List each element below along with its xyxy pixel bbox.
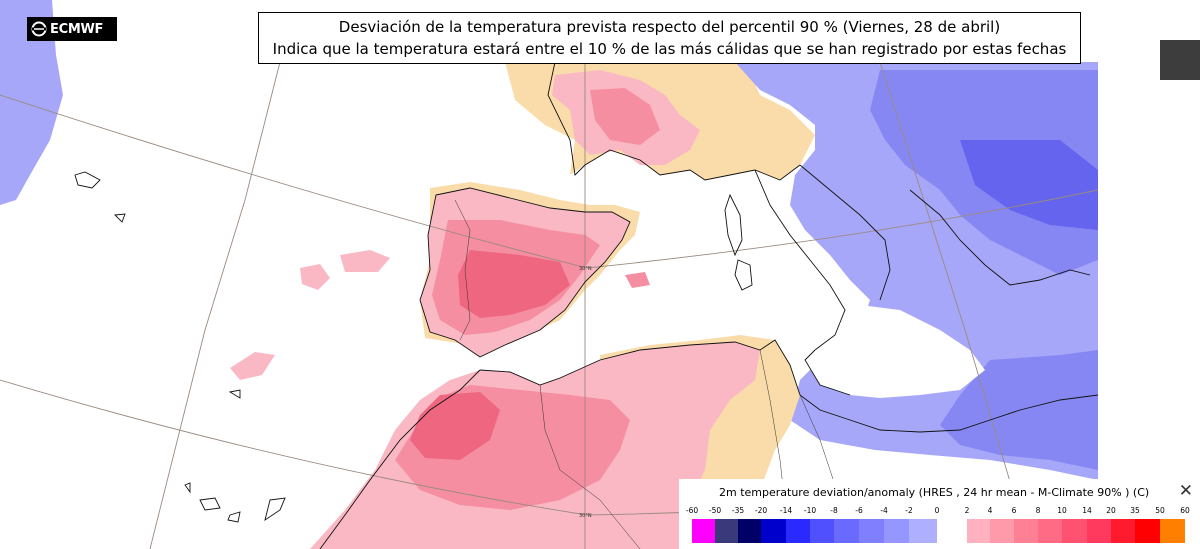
legend-swatch xyxy=(967,519,990,543)
legend-tick-label: 14 xyxy=(1082,506,1092,515)
legend-swatch xyxy=(761,519,786,543)
legend-swatch xyxy=(1014,519,1038,543)
color-legend: 2m temperature deviation/anomaly (HRES ,… xyxy=(679,479,1200,549)
legend-tick-label: -14 xyxy=(779,506,793,515)
legend-swatches xyxy=(679,519,1200,543)
warm-patch-balearic xyxy=(625,272,650,288)
legend-ticks: -60 -50 -35 -20 -14 -10 -8 -6 -4 -2 0 2 4 6 8 10 14 20 35 5… xyxy=(679,506,1200,520)
legend-tick-label: -35 xyxy=(731,506,745,515)
warm-anomaly-morocco-hot xyxy=(410,392,500,460)
legend-tick-label: -4 xyxy=(880,506,888,515)
legend-tick-label: -50 xyxy=(708,506,722,515)
legend-tick-label: -6 xyxy=(855,506,863,515)
legend-tick-label: -8 xyxy=(830,506,838,515)
legend-swatch xyxy=(909,519,937,543)
legend-swatch xyxy=(1160,519,1185,543)
legend-tick-label: 8 xyxy=(1035,506,1041,515)
legend-swatch xyxy=(1038,519,1062,543)
legend-swatch xyxy=(715,519,738,543)
warm-patch-atlantic-2 xyxy=(340,250,390,272)
side-panel-block[interactable] xyxy=(1160,40,1200,80)
legend-swatch xyxy=(1111,519,1135,543)
cold-anomaly-aegean-core xyxy=(960,140,1098,230)
central-med-sea xyxy=(805,305,985,398)
cold-anomaly-atlantic-nw xyxy=(0,0,63,205)
legend-tick-label: 2 xyxy=(964,506,970,515)
legend-swatch xyxy=(738,519,761,543)
warm-patch-atlantic-3 xyxy=(230,352,275,380)
title-box: Desviación de la temperatura prevista re… xyxy=(258,12,1081,64)
legend-tick-label: -10 xyxy=(803,506,817,515)
temperature-anomaly-map: 30°N 30°N xyxy=(0,0,1098,549)
legend-tick-label: 10 xyxy=(1057,506,1067,515)
legend-swatch xyxy=(834,519,859,543)
legend-swatch xyxy=(1135,519,1160,543)
legend-tick-label: 35 xyxy=(1130,506,1140,515)
legend-tick-label: 60 xyxy=(1180,506,1190,515)
legend-tick-label: -2 xyxy=(905,506,913,515)
legend-tick-label: 50 xyxy=(1155,506,1165,515)
warm-patch-atlantic-1 xyxy=(300,264,330,290)
title-line-1: Desviación de la temperatura prevista re… xyxy=(338,18,1001,36)
legend-tick-label: -60 xyxy=(685,506,699,515)
gridline-label-30n-upper: 30°N xyxy=(579,266,592,272)
legend-swatch xyxy=(859,519,884,543)
legend-swatch xyxy=(1062,519,1087,543)
ecmwf-logo: ECMWF xyxy=(27,17,117,41)
legend-swatch xyxy=(990,519,1014,543)
legend-tick-label: -20 xyxy=(754,506,768,515)
legend-swatch xyxy=(810,519,834,543)
legend-title: 2m temperature deviation/anomaly (HRES ,… xyxy=(719,486,1150,499)
logo-text: ECMWF xyxy=(50,21,104,37)
legend-swatch xyxy=(692,519,715,543)
gridline-label-30n-lower: 30°N xyxy=(579,513,592,519)
legend-swatch xyxy=(884,519,909,543)
legend-swatch xyxy=(786,519,810,543)
ecmwf-logo-icon xyxy=(31,21,47,37)
title-line-2: Indica que la temperatura estará entre e… xyxy=(272,40,1067,58)
warm-anomaly-france-core xyxy=(590,88,660,145)
close-icon[interactable]: ✕ xyxy=(1178,481,1193,501)
legend-tick-label: 0 xyxy=(934,506,940,515)
legend-tick-label: 6 xyxy=(1011,506,1017,515)
coastlines xyxy=(74,61,1098,549)
mediterranean-sea xyxy=(510,195,845,385)
legend-swatch xyxy=(1087,519,1111,543)
legend-tick-label: 4 xyxy=(987,506,993,515)
warm-anomaly-iberia-hot xyxy=(458,250,570,318)
legend-tick-label: 20 xyxy=(1106,506,1116,515)
